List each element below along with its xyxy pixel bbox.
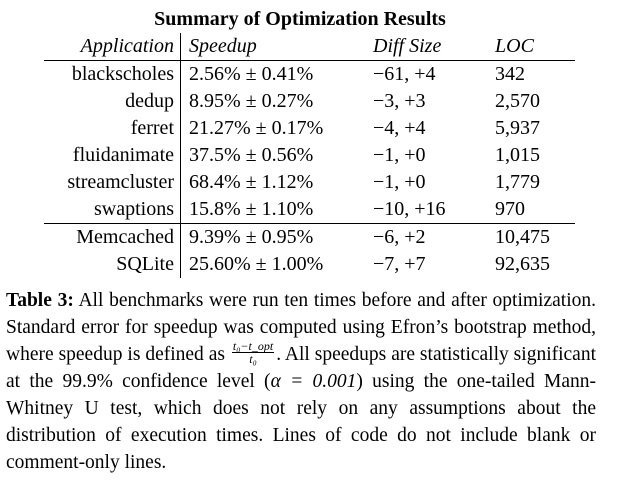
cell-application: ferret: [130, 117, 174, 139]
speedup-formula: t₀−t_opt t₀: [231, 339, 275, 367]
cell-speedup: 68.4% ± 1.12%: [180, 169, 373, 196]
cell-application: swaptions: [44, 196, 181, 224]
caption-text-part3: ) using the one-tailed Mann-Whitney U te…: [6, 371, 597, 474]
cell-diff-size: −1, +0: [373, 171, 426, 193]
cell-loc: 1,015: [495, 144, 540, 166]
cell-diff-size: −7, +7: [373, 253, 426, 275]
cell-application: SQLite: [116, 253, 174, 275]
cell-loc: 2,570: [495, 90, 540, 112]
header-speedup: Speedup: [180, 33, 373, 61]
cell-loc: 1,779: [495, 171, 540, 193]
cell-diff-size: −6, +2: [373, 226, 426, 248]
caption-label: Table 3:: [6, 290, 74, 311]
table-title: Summary of Optimization Results: [154, 8, 446, 30]
cell-speedup: 25.60% ± 1.00%: [180, 251, 373, 278]
alpha-expression: α = 0.001: [270, 371, 357, 393]
cell-speedup: 2.56% ± 0.41%: [180, 60, 373, 88]
cell-diff-size: −10, +16: [373, 196, 495, 224]
table-row: fluidanimate 37.5% ± 0.56% −1, +0 1,015: [44, 142, 575, 169]
cell-loc: 10,475: [495, 226, 550, 248]
cell-diff-size: −4, +4: [373, 117, 426, 139]
header-application: Application: [44, 33, 181, 61]
cell-diff-size: −61, +4: [373, 63, 436, 85]
cell-speedup: 15.8% ± 1.10%: [180, 196, 373, 224]
table-row: dedup 8.95% ± 0.27% −3, +3 2,570: [44, 88, 575, 115]
table-row: Memcached 9.39% ± 0.95% −6, +2 10,475: [44, 223, 575, 251]
caption-text-part1: All benchmarks were run ten times before…: [6, 290, 596, 365]
cell-application: blackscholes: [71, 63, 174, 85]
cell-application: dedup: [125, 90, 174, 112]
cell-loc: 342: [495, 63, 525, 85]
cell-diff-size: −1, +0: [373, 144, 426, 166]
cell-application: streamcluster: [67, 171, 174, 193]
cell-speedup: 9.39% ± 0.95%: [180, 223, 373, 251]
cell-loc: 5,937: [495, 117, 540, 139]
header-diff-size: Diff Size: [373, 33, 495, 61]
table-caption: Table 3: All benchmarks were run ten tim…: [6, 287, 596, 476]
formula-numerator: t₀−t_opt: [231, 339, 275, 354]
caption-text-part2: . All speedups are statistically signifi…: [6, 344, 596, 393]
table-row: SQLite 25.60% ± 1.00% −7, +7 92,635: [44, 251, 575, 278]
table-row: streamcluster 68.4% ± 1.12% −1, +0 1,779: [44, 169, 575, 196]
cell-application: Memcached: [76, 226, 174, 248]
results-table: Application Speedup Diff Size LOC blacks…: [44, 33, 575, 278]
table-header-row: Application Speedup Diff Size LOC: [44, 33, 575, 61]
table-row: blackscholes 2.56% ± 0.41% −61, +4 342: [44, 60, 575, 88]
cell-speedup: 8.95% ± 0.27%: [180, 88, 373, 115]
formula-denominator: t₀: [249, 352, 257, 367]
cell-speedup: 37.5% ± 0.56%: [180, 142, 373, 169]
header-loc: LOC: [495, 33, 575, 61]
cell-diff-size: −3, +3: [373, 90, 426, 112]
cell-loc: 92,635: [495, 253, 550, 275]
cell-speedup: 21.27% ± 0.17%: [180, 115, 373, 142]
table-row: ferret 21.27% ± 0.17% −4, +4 5,937: [44, 115, 575, 142]
cell-application: fluidanimate: [72, 144, 174, 166]
table-row: swaptions 15.8% ± 1.10% −10, +16 970: [44, 196, 575, 224]
cell-loc: 970: [495, 196, 575, 224]
